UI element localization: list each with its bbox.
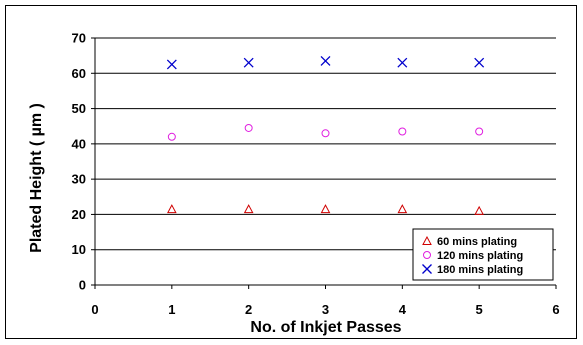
y-tick-label: 30 xyxy=(72,172,86,187)
data-point xyxy=(474,57,485,68)
x-axis-title: No. of Inkjet Passes xyxy=(250,319,401,336)
y-tick-label: 60 xyxy=(72,66,86,81)
x-tick-label: 3 xyxy=(322,302,329,317)
x-tick-label: 0 xyxy=(91,302,98,317)
data-point xyxy=(167,132,176,141)
data-point-stroke xyxy=(243,57,254,68)
x-tick-label: 2 xyxy=(245,302,252,317)
legend-label: 60 mins plating xyxy=(437,236,517,248)
legend-marker xyxy=(423,251,431,259)
tick-labels: 0 10 20 30 40 50 60 70 0 1 2 3 4 5 6 xyxy=(72,31,560,318)
y-axis-title: Plated Height ( µm ) xyxy=(28,103,45,253)
data-point xyxy=(243,204,254,214)
data-point xyxy=(320,55,331,66)
legend-marker xyxy=(422,235,432,245)
legend-marker xyxy=(422,264,432,274)
data-point xyxy=(398,127,407,136)
y-tick-label: 50 xyxy=(72,101,86,116)
data-point-stroke xyxy=(166,59,177,70)
axes xyxy=(91,37,557,289)
data-point xyxy=(474,205,484,215)
legend-label: 180 mins plating xyxy=(437,264,523,276)
legend: 60 mins plating 120 mins plating 180 mins … xyxy=(412,228,554,281)
data-point-stroke xyxy=(397,57,408,68)
y-tick-label: 0 xyxy=(79,278,86,293)
data-point xyxy=(166,204,177,214)
data-point-stroke xyxy=(320,55,331,66)
legend-box xyxy=(412,228,554,281)
x-tick-label: 6 xyxy=(552,302,559,317)
data-point xyxy=(320,204,331,214)
data-point xyxy=(243,57,254,68)
data-point xyxy=(397,204,408,214)
data-point xyxy=(244,123,253,132)
legend-marker-stroke xyxy=(422,264,432,274)
y-tick-label: 10 xyxy=(72,242,86,257)
y-tick-label: 20 xyxy=(72,207,86,222)
y-tick-label: 70 xyxy=(72,31,86,46)
data-point xyxy=(475,127,484,136)
data-point-stroke xyxy=(474,57,485,68)
x-tick-label: 5 xyxy=(476,302,483,317)
data-point xyxy=(397,57,408,68)
data-point xyxy=(166,59,177,70)
grid-lines xyxy=(95,37,556,251)
legend-label: 120 mins plating xyxy=(437,250,523,262)
x-tick-label: 1 xyxy=(168,302,175,317)
data-points xyxy=(166,55,485,215)
data-point xyxy=(321,129,330,138)
y-tick-label: 40 xyxy=(72,136,86,151)
x-tick-label: 4 xyxy=(399,302,407,317)
